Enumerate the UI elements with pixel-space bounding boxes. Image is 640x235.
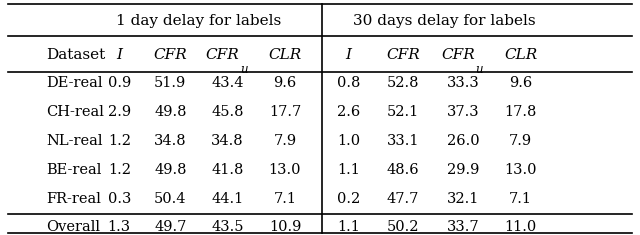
Text: CFR: CFR bbox=[205, 48, 239, 62]
Text: 49.7: 49.7 bbox=[154, 220, 186, 234]
Text: 34.8: 34.8 bbox=[154, 134, 187, 148]
Text: 30 days delay for labels: 30 days delay for labels bbox=[353, 15, 536, 28]
Text: 13.0: 13.0 bbox=[269, 163, 301, 177]
Text: 1.1: 1.1 bbox=[337, 163, 360, 177]
Text: 1.2: 1.2 bbox=[108, 134, 131, 148]
Text: 2.6: 2.6 bbox=[337, 105, 360, 119]
Text: 51.9: 51.9 bbox=[154, 76, 186, 90]
Text: 50.4: 50.4 bbox=[154, 192, 186, 206]
Text: 2.9: 2.9 bbox=[108, 105, 131, 119]
Text: 1 day delay for labels: 1 day delay for labels bbox=[116, 15, 282, 28]
Text: 45.8: 45.8 bbox=[211, 105, 244, 119]
Text: 7.1: 7.1 bbox=[509, 192, 532, 206]
Text: 13.0: 13.0 bbox=[504, 163, 537, 177]
Text: 7.9: 7.9 bbox=[509, 134, 532, 148]
Text: 29.9: 29.9 bbox=[447, 163, 479, 177]
Text: CFR: CFR bbox=[154, 48, 187, 62]
Text: 17.7: 17.7 bbox=[269, 105, 301, 119]
Text: 1.2: 1.2 bbox=[108, 163, 131, 177]
Text: CFR: CFR bbox=[442, 48, 475, 62]
Text: 32.1: 32.1 bbox=[447, 192, 479, 206]
Text: 1.1: 1.1 bbox=[337, 220, 360, 234]
Text: I: I bbox=[346, 48, 351, 62]
Text: 0.3: 0.3 bbox=[108, 192, 131, 206]
Text: 49.8: 49.8 bbox=[154, 163, 186, 177]
Text: 49.8: 49.8 bbox=[154, 105, 186, 119]
Text: CFR: CFR bbox=[386, 48, 420, 62]
Text: 47.7: 47.7 bbox=[387, 192, 419, 206]
Text: 1.3: 1.3 bbox=[108, 220, 131, 234]
Text: BE-real: BE-real bbox=[46, 163, 101, 177]
Text: 7.1: 7.1 bbox=[273, 192, 296, 206]
Text: I: I bbox=[116, 48, 122, 62]
Text: 43.4: 43.4 bbox=[211, 76, 244, 90]
Text: 17.8: 17.8 bbox=[504, 105, 537, 119]
Text: 52.1: 52.1 bbox=[387, 105, 419, 119]
Text: 7.9: 7.9 bbox=[273, 134, 296, 148]
Text: 33.3: 33.3 bbox=[447, 76, 480, 90]
Text: 33.7: 33.7 bbox=[447, 220, 480, 234]
Text: Overall: Overall bbox=[46, 220, 100, 234]
Text: 0.9: 0.9 bbox=[108, 76, 131, 90]
Text: 44.1: 44.1 bbox=[211, 192, 244, 206]
Text: 37.3: 37.3 bbox=[447, 105, 480, 119]
Text: 52.8: 52.8 bbox=[387, 76, 419, 90]
Text: NL-real: NL-real bbox=[46, 134, 102, 148]
Text: 0.2: 0.2 bbox=[337, 192, 360, 206]
Text: 0.8: 0.8 bbox=[337, 76, 360, 90]
Text: 43.5: 43.5 bbox=[211, 220, 244, 234]
Text: Dataset: Dataset bbox=[46, 48, 105, 62]
Text: 9.6: 9.6 bbox=[273, 76, 296, 90]
Text: CH-real: CH-real bbox=[46, 105, 104, 119]
Text: 1.0: 1.0 bbox=[337, 134, 360, 148]
Text: 26.0: 26.0 bbox=[447, 134, 480, 148]
Text: 50.2: 50.2 bbox=[387, 220, 419, 234]
Text: 10.9: 10.9 bbox=[269, 220, 301, 234]
Text: DE-real: DE-real bbox=[46, 76, 102, 90]
Text: FR-real: FR-real bbox=[46, 192, 101, 206]
Text: 41.8: 41.8 bbox=[211, 163, 244, 177]
Text: 33.1: 33.1 bbox=[387, 134, 419, 148]
Text: 48.6: 48.6 bbox=[387, 163, 419, 177]
Text: u: u bbox=[476, 63, 483, 76]
Text: 11.0: 11.0 bbox=[504, 220, 537, 234]
Text: 9.6: 9.6 bbox=[509, 76, 532, 90]
Text: u: u bbox=[240, 63, 247, 76]
Text: 34.8: 34.8 bbox=[211, 134, 244, 148]
Text: CLR: CLR bbox=[504, 48, 538, 62]
Text: CLR: CLR bbox=[268, 48, 301, 62]
